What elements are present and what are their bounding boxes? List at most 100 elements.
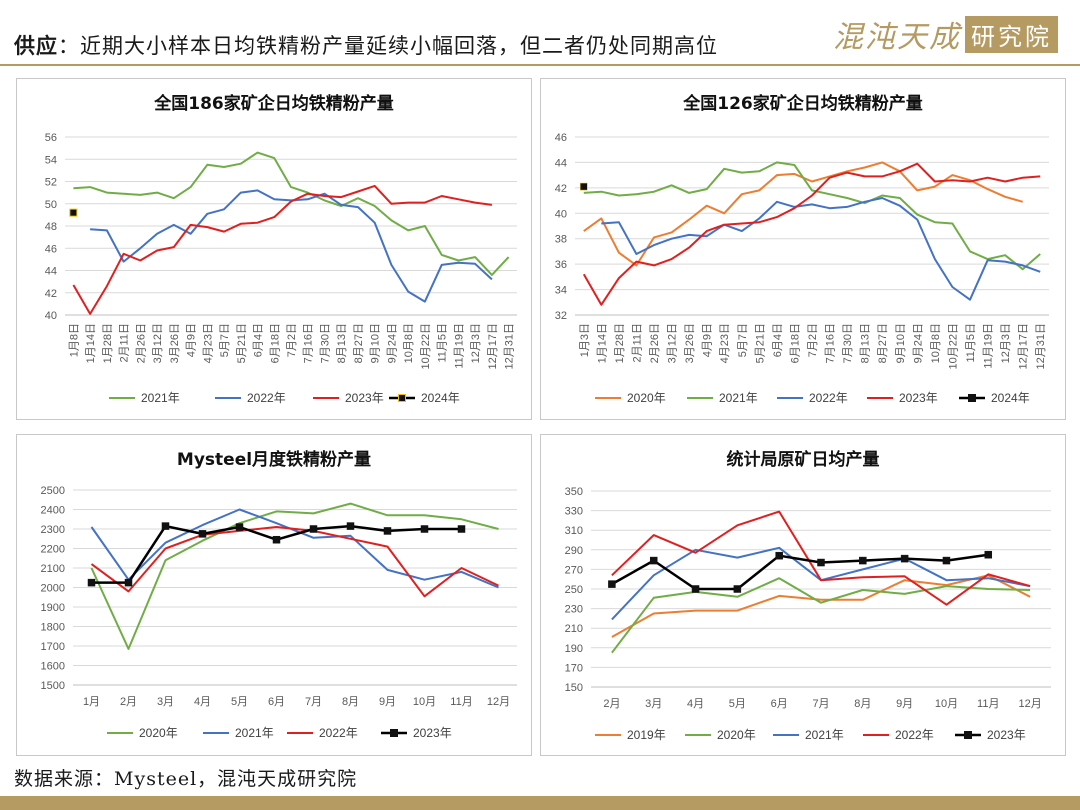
x-tick-label: 9月	[896, 698, 913, 710]
x-tick-label: 9月24日	[386, 323, 398, 363]
x-tick-label: 12月31日	[1035, 323, 1047, 369]
legend-label: 2023年	[345, 391, 384, 405]
chart-title: 全国126家矿企日均铁精粉产量	[682, 93, 923, 114]
chart-panel-mysteel: Mysteel月度铁精粉产量 1500 1600 1700 1800 1900 2000 21…	[16, 434, 532, 756]
series-point	[691, 585, 700, 593]
x-tick-label: 11月	[977, 698, 999, 710]
x-tick-label: 5月7日	[219, 323, 231, 357]
series-line	[90, 189, 493, 303]
series-point	[733, 585, 742, 593]
x-tick-label: 11月19日	[983, 323, 995, 369]
brand-logo: 混沌天成 研究院	[833, 12, 1058, 56]
y-tick-label: 150	[565, 682, 583, 694]
series-point	[817, 558, 825, 567]
x-tick-label: 6月4日	[772, 323, 784, 357]
series-line	[90, 502, 499, 650]
series-line	[583, 161, 1041, 271]
series-point	[420, 525, 429, 533]
legend-marker	[964, 731, 972, 739]
x-tick-label: 7月30日	[842, 323, 854, 363]
x-tick-label: 6月4日	[253, 323, 265, 357]
x-tick-label: 12月3日	[470, 323, 482, 363]
x-tick-label: 10月8日	[403, 323, 415, 363]
legend-label: 2024年	[991, 391, 1030, 405]
x-tick-label: 1月14日	[596, 323, 608, 363]
x-tick-label: 11月5日	[965, 323, 977, 363]
x-tick-label: 3月	[645, 698, 662, 710]
series-point	[161, 522, 170, 530]
x-tick-label: 6月18日	[269, 323, 281, 363]
x-tick-label: 7月16日	[303, 323, 315, 363]
series-line	[90, 526, 499, 598]
x-tick-label: 5月21日	[754, 323, 766, 363]
y-tick-label: 310	[565, 525, 583, 537]
y-tick-label: 1700	[41, 641, 65, 653]
x-tick-label: 5月	[231, 696, 248, 708]
chart-186-svg: 全国186家矿企日均铁精粉产量 40 42 44 46 48 50 52 54 56 1月8日 1月1…	[45, 93, 517, 405]
series-point	[235, 523, 244, 531]
x-tick-label: 7月2日	[807, 323, 819, 357]
legend-marker	[398, 394, 406, 402]
series-line	[601, 197, 1041, 301]
x-tick-label: 4月23日	[719, 323, 731, 363]
logo-box: 研究院	[965, 15, 1058, 53]
x-tick-label: 11月5日	[437, 323, 449, 363]
y-tick-label: 40	[45, 310, 57, 322]
logo-text: 混沌天成	[833, 20, 961, 55]
title-label: 供应	[14, 33, 58, 58]
x-tick-label: 5月7日	[737, 323, 749, 357]
y-tick-label: 1800	[41, 622, 65, 634]
y-tick-label: 2500	[41, 485, 65, 497]
y-tick-label: 290	[565, 545, 583, 557]
series-line	[72, 184, 493, 315]
legend-label: 2024年	[421, 391, 460, 405]
y-tick-label: 230	[565, 604, 583, 616]
y-tick-label: 2000	[41, 583, 65, 595]
series-point	[457, 525, 466, 533]
footer-bar	[0, 796, 1080, 810]
x-tick-label: 8月13日	[860, 323, 872, 363]
page-title: 供应：近期大小样本日均铁精粉产量延续小幅回落，但二者仍处同期高位	[14, 30, 718, 60]
y-tick-label: 2100	[41, 563, 65, 575]
chart-panel-126: 全国126家矿企日均铁精粉产量 32 34 36 38 40 42 44 46 1月3日 1月14日…	[540, 78, 1066, 420]
x-tick-label: 3月12日	[152, 323, 164, 363]
legend-label: 2023年	[899, 391, 938, 405]
legend-marker	[390, 729, 398, 737]
series-point	[608, 580, 616, 588]
x-tick-label: 8月	[342, 696, 359, 708]
x-tick-label: 7月16日	[825, 323, 837, 363]
chart-title: 统计局原矿日均产量	[727, 449, 880, 470]
x-tick-label: 11月	[450, 696, 472, 708]
y-tick-label: 52	[45, 177, 57, 189]
series-point	[309, 525, 318, 533]
series-line	[73, 151, 510, 276]
y-tick-label: 46	[45, 243, 57, 255]
y-tick-label: 40	[555, 208, 567, 220]
series-point	[124, 578, 133, 587]
x-tick-label: 2月	[603, 698, 620, 710]
legend-label: 2020年	[627, 391, 666, 405]
y-tick-label: 36	[555, 259, 567, 271]
y-tick-label: 1600	[41, 661, 65, 673]
chart-title: 全国186家矿企日均铁精粉产量	[153, 93, 394, 114]
series-point	[87, 578, 96, 587]
x-tick-label: 4月9日	[186, 323, 198, 357]
x-tick-label: 2月11日	[631, 323, 643, 363]
legend-label: 2022年	[809, 391, 848, 405]
chart-title: Mysteel月度铁精粉产量	[177, 449, 371, 470]
x-tick-label: 11月19日	[453, 323, 465, 369]
x-tick-label: 2月	[120, 696, 137, 708]
x-tick-label: 9月10日	[895, 323, 907, 363]
chart-mysteel-svg: Mysteel月度铁精粉产量 1500 1600 1700 1800 1900 2000 21…	[41, 449, 517, 740]
legend-label: 2020年	[717, 728, 756, 742]
legend-label: 2021年	[235, 726, 274, 740]
x-tick-label: 7月	[305, 696, 322, 708]
x-tick-label: 8月27日	[353, 323, 365, 363]
chart-stat-svg: 统计局原矿日均产量 150 170 190 210 230 250 270 290 310 330 3…	[565, 449, 1051, 742]
y-tick-label: 330	[565, 506, 583, 518]
x-tick-label: 12月17日	[487, 323, 499, 369]
x-tick-label: 2月26日	[135, 323, 147, 363]
x-tick-label: 8月13日	[336, 323, 348, 363]
x-tick-label: 9月	[379, 696, 396, 708]
series-point	[859, 556, 867, 565]
